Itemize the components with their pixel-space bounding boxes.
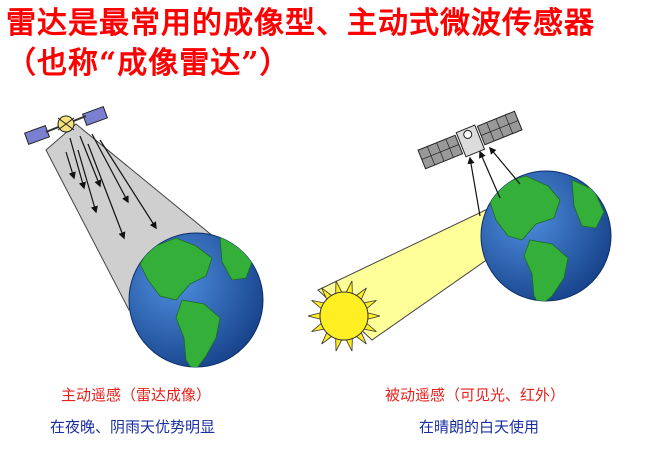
sun-ray [335,337,343,352]
sun-ray [345,337,353,352]
right-caption-main: 被动遥感（可见光、红外） [385,386,566,404]
right-caption-sub: 在晴朗的白天使用 [419,418,540,436]
optical-satellite-icon [417,110,523,170]
earth-right-icon [480,170,612,302]
left-caption-main: 主动遥感（雷达成像） [61,386,212,404]
page-title: 雷达是最常用的成像型、主动式微波传感器（也称“成像雷达”） [6,6,595,81]
sun-ray [307,312,321,320]
earth-left-icon [128,232,264,368]
sun-icon [307,280,381,352]
left-caption-sub: 在夜晚、阴雨天优势明显 [50,418,216,436]
radar-pulse-arrows [65,133,157,240]
radar-satellite-icon [23,105,109,146]
reflected-light-arrows [467,146,521,217]
